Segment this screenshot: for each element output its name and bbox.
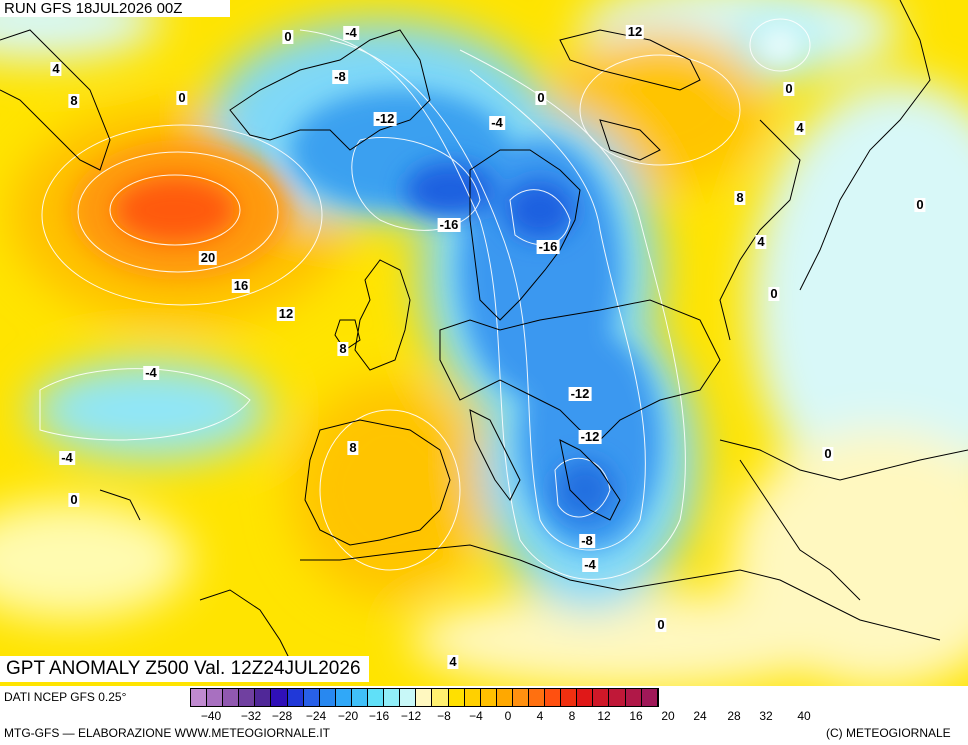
scale-tick-label: 0 xyxy=(504,709,512,723)
scale-tick-label: 40 xyxy=(797,709,811,723)
scale-swatch xyxy=(368,689,385,706)
scale-tick-label: −12 xyxy=(400,709,422,723)
run-title: RUN GFS 18JUL2026 00Z xyxy=(0,0,231,17)
scale-swatch xyxy=(271,689,288,706)
scale-swatch xyxy=(625,689,642,706)
scale-swatch xyxy=(432,689,449,706)
scale-tick-label: 32 xyxy=(759,709,773,723)
scale-tick-label: −40 xyxy=(200,709,222,723)
scale-swatch xyxy=(480,689,497,706)
scale-swatch xyxy=(351,689,369,706)
scale-swatch xyxy=(384,689,401,706)
contour-label: 0 xyxy=(282,29,294,44)
scale-tick-label: −8 xyxy=(437,709,451,723)
contour-label: 16 xyxy=(231,278,251,293)
scale-tick-label: −24 xyxy=(305,709,327,723)
anomaly-map xyxy=(0,0,968,686)
data-source: DATI NCEP GFS 0.25° xyxy=(4,690,127,704)
scale-swatch xyxy=(545,689,562,706)
scale-tick-label: 16 xyxy=(629,709,643,723)
contour-label: 0 xyxy=(655,617,667,632)
scale-swatch xyxy=(416,689,433,706)
contour-label: -16 xyxy=(536,239,560,254)
color-scale-ticks: −40 −32 −28 −24 −20 −16 −12 −8 −4 0 4 8 12 16 20 24 28 32… xyxy=(190,709,967,723)
scale-tick-label: 4 xyxy=(536,709,544,723)
contour-label: 4 xyxy=(755,234,767,249)
scale-swatch xyxy=(191,689,208,706)
contour-label: 8 xyxy=(734,190,746,205)
contour-label: 8 xyxy=(337,341,349,356)
scale-swatch xyxy=(400,689,417,706)
scale-swatch xyxy=(448,689,465,706)
contour-label: 0 xyxy=(768,286,780,301)
scale-tick-label: −16 xyxy=(368,709,390,723)
contour-label: -4 xyxy=(489,115,505,130)
scale-swatch xyxy=(528,689,546,706)
credit-text: MTG-GFS — ELABORAZIONE WWW.METEOGIORNALE… xyxy=(4,726,331,740)
scale-swatch xyxy=(512,689,529,706)
color-scale-bar xyxy=(190,688,659,707)
contour-label: -12 xyxy=(578,429,602,444)
scale-tick-label: 12 xyxy=(597,709,611,723)
contour-label: -4 xyxy=(59,450,75,465)
scale-tick-label: −20 xyxy=(337,709,359,723)
scale-swatch xyxy=(239,689,256,706)
map-title: GPT ANOMALY Z500 Val. 12Z24JUL2026 xyxy=(0,656,369,682)
contour-label: 0 xyxy=(176,90,188,105)
scale-tick-label: −32 xyxy=(240,709,262,723)
contour-label: -12 xyxy=(568,386,592,401)
scale-swatch xyxy=(641,689,658,706)
scale-swatch xyxy=(593,689,610,706)
contour-label: 4 xyxy=(794,120,806,135)
contour-label: -8 xyxy=(579,533,595,548)
scale-tick-label: 8 xyxy=(568,709,576,723)
contour-label: -16 xyxy=(437,217,461,232)
contour-label: 12 xyxy=(625,24,645,39)
contour-label: -4 xyxy=(343,25,359,40)
scale-swatch xyxy=(464,689,481,706)
contour-label: 4 xyxy=(50,61,62,76)
scale-tick-label: −28 xyxy=(271,709,293,723)
contour-label: 12 xyxy=(276,306,296,321)
scale-swatch xyxy=(577,689,594,706)
scale-tick-label: −4 xyxy=(469,709,483,723)
contour-label: 0 xyxy=(68,492,80,507)
scale-swatch xyxy=(287,689,304,706)
scale-swatch xyxy=(561,689,578,706)
scale-swatch xyxy=(496,689,513,706)
contour-label: -8 xyxy=(332,69,348,84)
scale-tick-label: 20 xyxy=(661,709,675,723)
scale-swatch xyxy=(609,689,626,706)
contour-label: -4 xyxy=(143,365,159,380)
scale-tick-label: 28 xyxy=(727,709,741,723)
contour-label: 0 xyxy=(535,90,547,105)
contour-label: 8 xyxy=(347,440,359,455)
scale-swatch xyxy=(319,689,336,706)
scale-swatch xyxy=(303,689,320,706)
legend-footer: DATI NCEP GFS 0.25° MTG-GFS — ELABORAZIO… xyxy=(0,686,968,745)
contour-label: 0 xyxy=(783,81,795,96)
contour-label: 0 xyxy=(914,197,926,212)
contour-label: 20 xyxy=(198,250,218,265)
scale-swatch xyxy=(207,689,224,706)
copyright-text: (C) METEOGIORNALE xyxy=(826,726,951,740)
contour-label: 0 xyxy=(822,446,834,461)
contour-label: 8 xyxy=(68,93,80,108)
scale-swatch xyxy=(335,689,352,706)
contour-label: 4 xyxy=(447,654,459,669)
contour-label: -12 xyxy=(373,111,397,126)
contour-label: -4 xyxy=(582,557,598,572)
scale-swatch xyxy=(223,689,240,706)
scale-swatch xyxy=(255,689,272,706)
scale-tick-label: 24 xyxy=(693,709,707,723)
